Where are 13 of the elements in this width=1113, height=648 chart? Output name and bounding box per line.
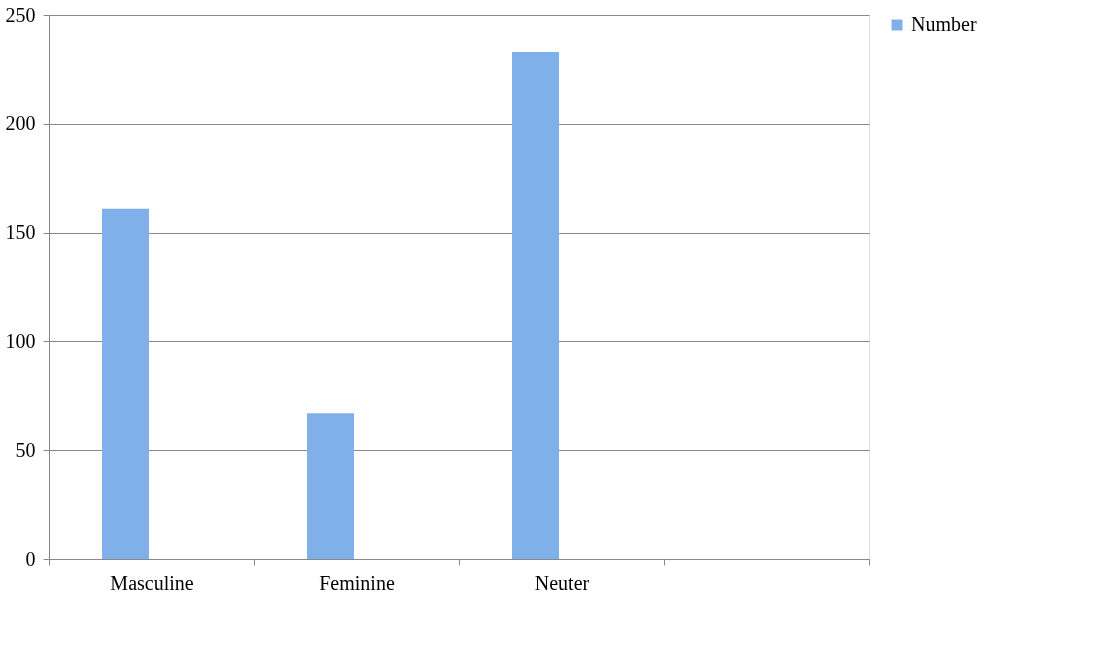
- x-tick-label: Feminine: [319, 571, 395, 594]
- y-tick-label: 200: [5, 112, 36, 135]
- y-tick-label: 50: [15, 438, 36, 461]
- y-tick-label: 0: [25, 547, 36, 570]
- bar: [512, 51, 559, 559]
- bar: [102, 208, 149, 559]
- legend-label: Number: [911, 13, 977, 35]
- y-tick-label: 250: [5, 3, 36, 26]
- bar: [307, 413, 354, 559]
- y-tick-label: 150: [5, 221, 36, 244]
- x-tick-label: Masculine: [110, 571, 194, 594]
- x-tick-label: Neuter: [534, 571, 590, 594]
- y-tick-label: 100: [5, 329, 36, 352]
